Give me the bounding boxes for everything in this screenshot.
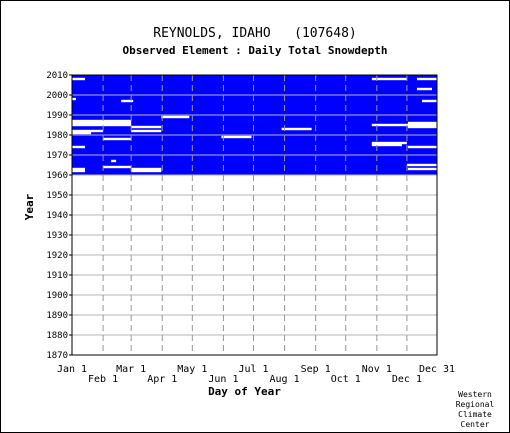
x-tick-label: May 1 <box>177 364 207 375</box>
missing-segment <box>72 77 86 81</box>
missing-segment <box>161 115 190 119</box>
y-tick-label: 1970 <box>46 151 68 161</box>
missing-segment <box>131 129 162 133</box>
missing-segment <box>407 167 437 171</box>
missing-segment <box>406 163 437 167</box>
missing-segment <box>407 121 437 125</box>
missing-segment <box>72 97 77 101</box>
missing-segment <box>281 127 312 131</box>
y-tick-label: 1880 <box>46 331 68 341</box>
missing-segment <box>371 77 407 81</box>
missing-segment <box>221 135 252 139</box>
y-tick-label: 1990 <box>46 111 68 121</box>
x-tick-label: Sep 1 <box>301 364 331 375</box>
x-tick-label: Apr 1 <box>147 374 177 385</box>
missing-segment <box>371 141 407 145</box>
missing-segment <box>407 123 437 127</box>
missing-segment <box>72 123 132 127</box>
y-tick-label: 1930 <box>46 231 68 241</box>
y-tick-label: 1890 <box>46 311 68 321</box>
missing-segment <box>407 145 437 149</box>
missing-segment <box>416 87 432 91</box>
missing-segment <box>416 77 437 81</box>
y-tick-label: 1910 <box>46 271 68 281</box>
y-tick-label: 2010 <box>46 71 68 81</box>
missing-segment <box>407 125 437 129</box>
missing-segment <box>72 145 86 149</box>
y-tick-label: 1900 <box>46 291 68 301</box>
y-tick-label: 1950 <box>46 191 68 201</box>
missing-segment <box>111 159 117 163</box>
missing-segment <box>131 125 162 129</box>
chart-title: REYNOLDS, IDAHO (107648) <box>153 26 357 41</box>
x-axis-label: Day of Year <box>208 385 281 398</box>
x-tick-label: Dec 1 <box>392 374 422 385</box>
x-tick-label: Mar 1 <box>116 364 146 375</box>
y-tick-label: 1980 <box>46 131 68 141</box>
missing-segment <box>72 131 92 135</box>
credit-line: Regional <box>455 400 495 409</box>
y-tick-label: 1960 <box>46 171 68 181</box>
x-tick-label: Feb 1 <box>88 374 118 385</box>
missing-segment <box>103 137 132 141</box>
credit-line: Climate <box>458 410 492 419</box>
x-tick-label: Aug 1 <box>270 374 300 385</box>
chart-subtitle: Observed Element : Daily Total Snowdepth <box>122 44 388 57</box>
missing-segment <box>371 143 402 147</box>
y-tick-label: 1920 <box>46 251 68 261</box>
missing-segment <box>72 129 104 133</box>
missing-segment <box>72 121 132 125</box>
missing-segment <box>131 167 162 171</box>
missing-segment <box>121 99 134 103</box>
y-tick-label: 1870 <box>46 351 68 361</box>
missing-segment <box>103 165 132 169</box>
x-tick-label: Jun 1 <box>208 374 238 385</box>
x-tick-label: Dec 31 <box>419 364 455 375</box>
missing-segment <box>131 169 162 173</box>
credit-block: Western Regional Climate Center <box>440 390 510 430</box>
credit-line: Center <box>460 420 490 429</box>
y-tick-label: 1940 <box>46 211 68 221</box>
x-tick-label: Nov 1 <box>362 364 392 375</box>
credit-line: Western <box>458 390 492 399</box>
missing-segment <box>421 99 437 103</box>
x-tick-label: Jul 1 <box>238 364 268 375</box>
x-tick-label: Jan 1 <box>57 364 87 375</box>
missing-segment <box>72 167 86 171</box>
missing-segment <box>72 169 86 173</box>
missing-segment <box>72 119 132 123</box>
missing-segment <box>371 123 412 127</box>
y-axis-label: Year <box>23 193 36 220</box>
x-tick-label: Oct 1 <box>331 374 361 385</box>
y-tick-label: 2000 <box>46 91 68 101</box>
